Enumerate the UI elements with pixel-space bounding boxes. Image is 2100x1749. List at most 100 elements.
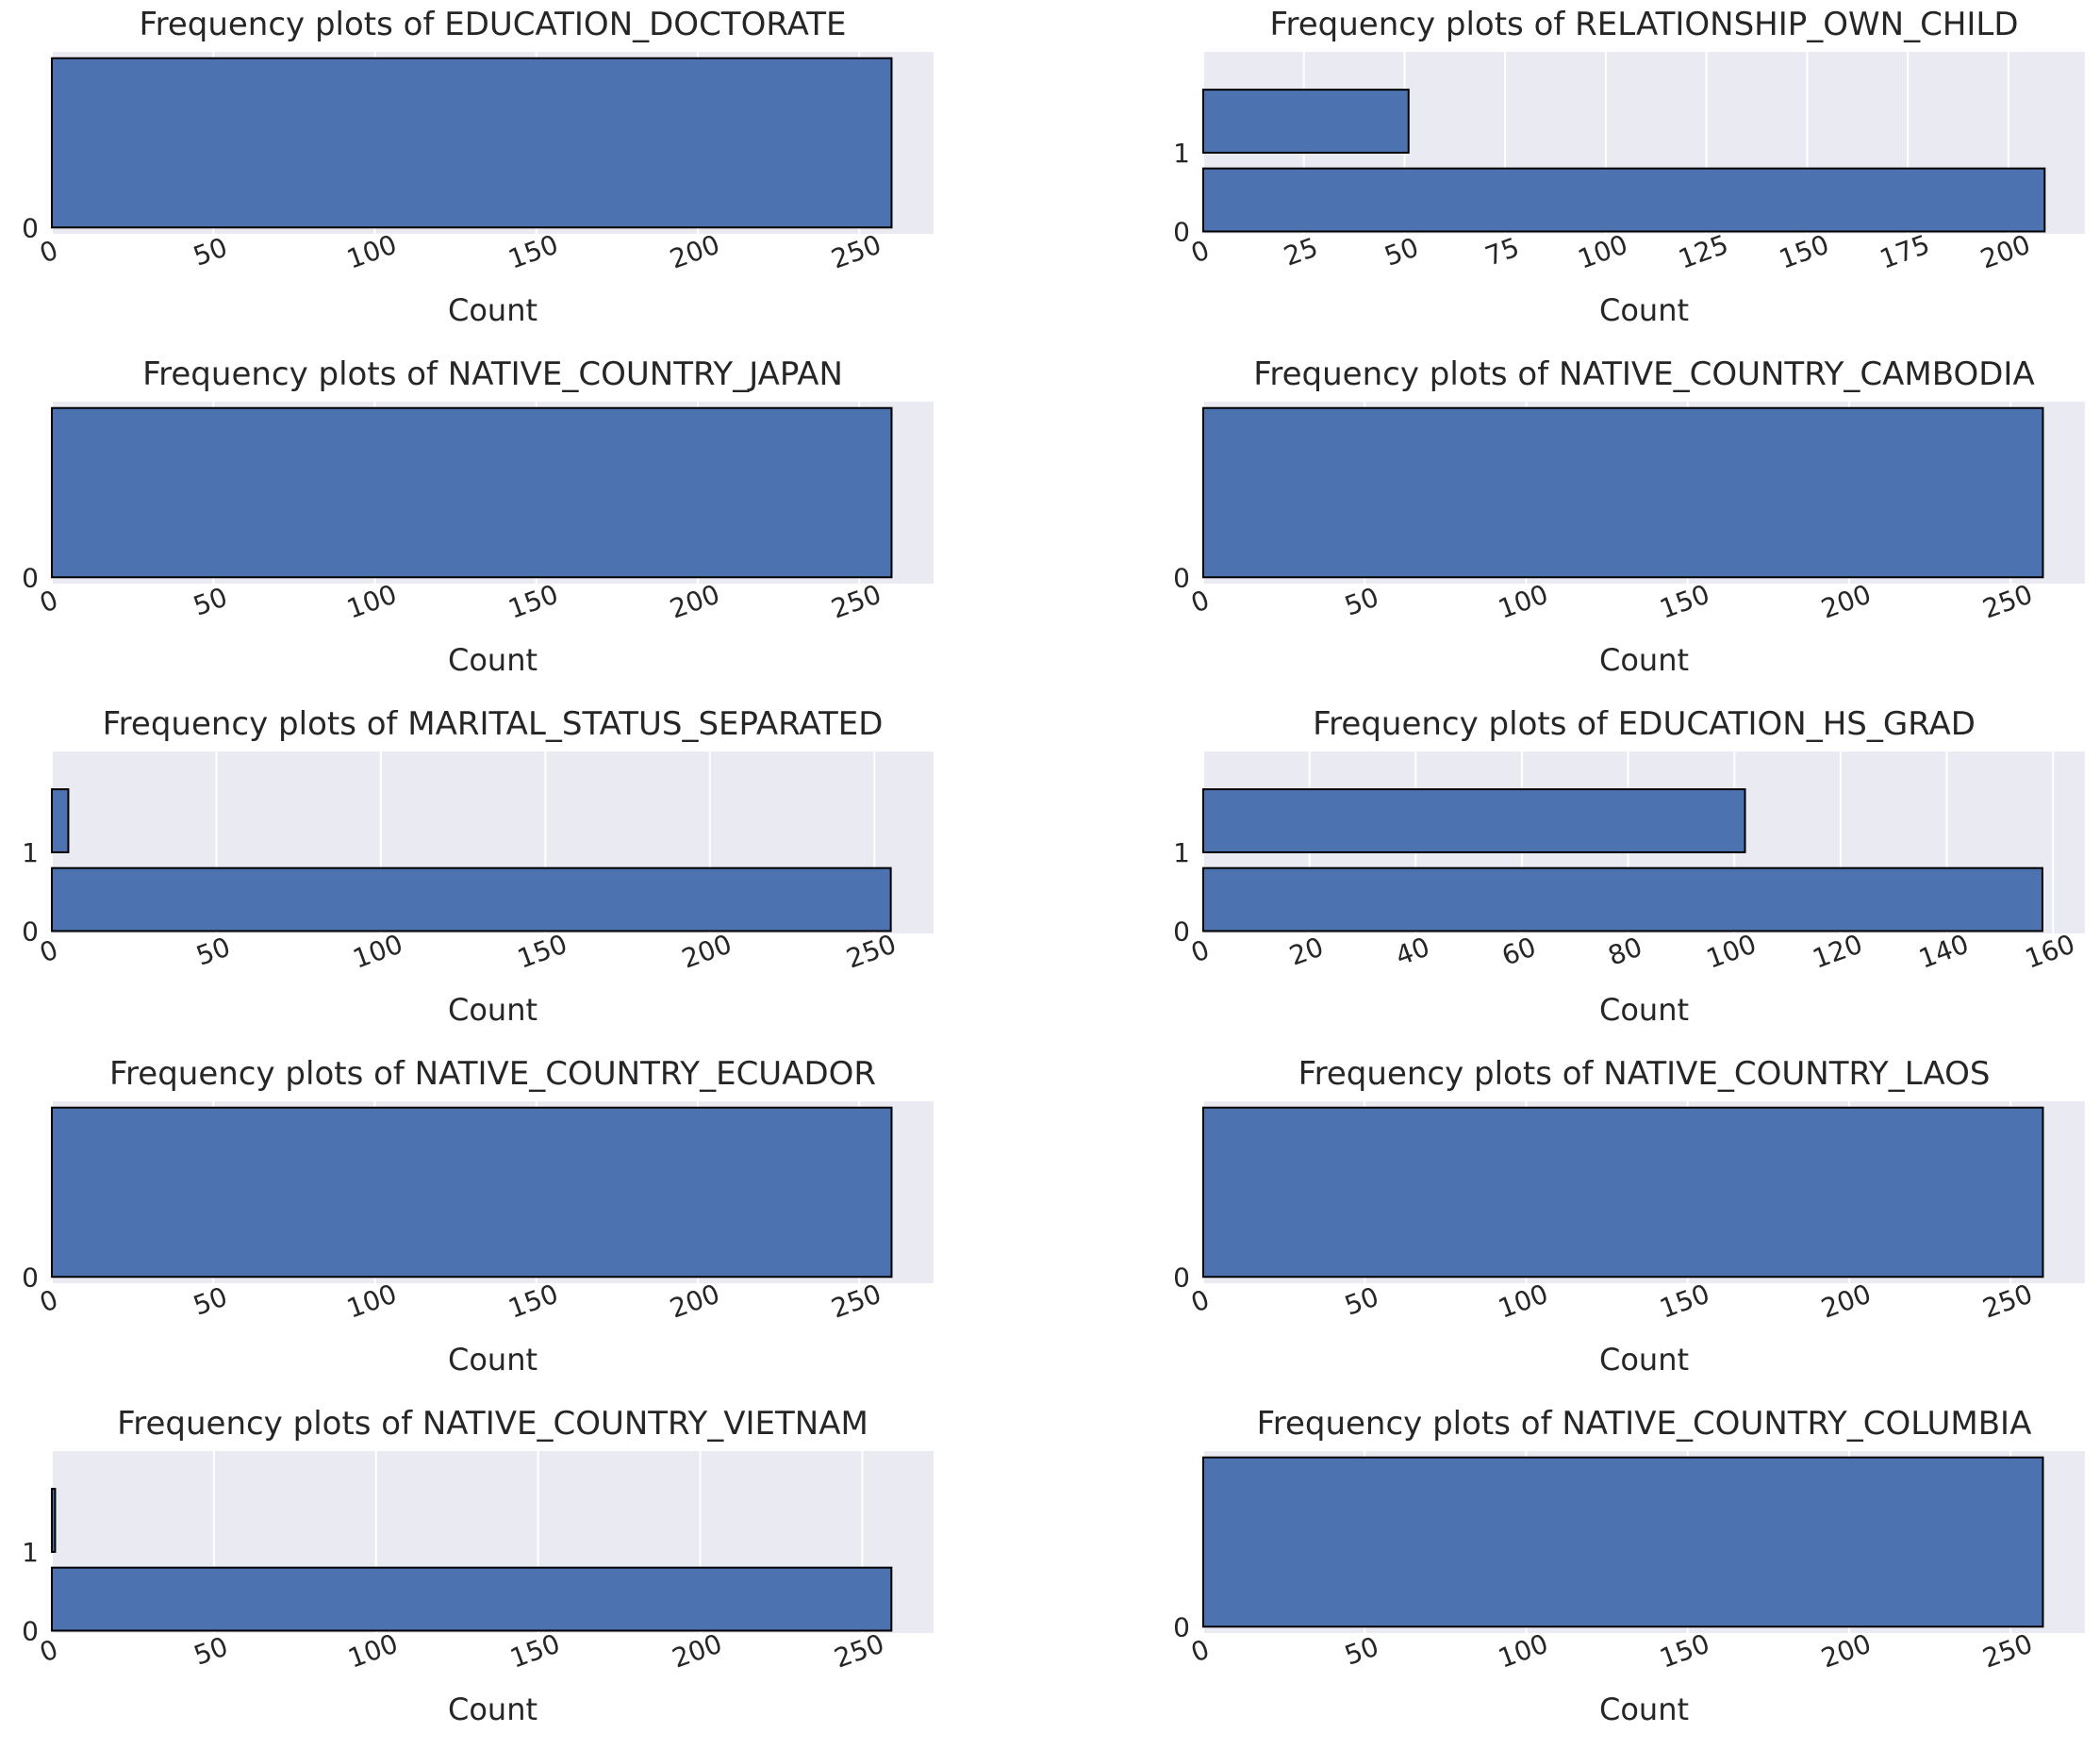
x-tick-label: 200: [1817, 1627, 1876, 1674]
x-tick-label: 0: [1187, 1284, 1214, 1319]
x-tick-label: 200: [666, 228, 724, 274]
y-tick-label: 0: [1173, 1262, 1190, 1293]
y-tick-label: 0: [22, 916, 39, 947]
x-tick-label: 100: [344, 1627, 403, 1674]
x-axis-label: Count: [1599, 992, 1689, 1028]
chart-title: Frequency plots of NATIVE_COUNTRY_CAMBOD…: [1253, 355, 2034, 393]
x-tick-label: 50: [190, 1280, 232, 1321]
x-tick-label: 100: [1494, 1627, 1552, 1674]
x-tick-label: 50: [190, 1630, 232, 1671]
x-axis-label: Count: [1599, 1342, 1689, 1378]
y-tick-label: 1: [1173, 837, 1190, 868]
x-tick-label: 50: [192, 931, 235, 971]
x-tick-label: 150: [1775, 228, 1833, 274]
y-tick-label: 0: [22, 1615, 39, 1646]
bar-0: [1202, 1456, 2044, 1628]
bar-0: [51, 866, 892, 932]
bar-0: [51, 1106, 893, 1279]
x-axis-label: Count: [448, 992, 537, 1028]
x-tick-label: 50: [1381, 231, 1423, 272]
x-tick-label: 0: [36, 235, 62, 270]
y-tick-label: 0: [1173, 216, 1190, 247]
y-tick-label: 1: [22, 837, 39, 868]
chart-title: Frequency plots of NATIVE_COUNTRY_LAOS: [1298, 1055, 1991, 1093]
x-tick-label: 150: [1656, 1278, 1714, 1324]
x-tick-label: 25: [1280, 231, 1322, 272]
x-tick-label: 0: [36, 1634, 62, 1669]
bar-0: [1202, 866, 2043, 932]
bar-0: [51, 57, 893, 229]
y-tick-label: 0: [22, 1262, 39, 1293]
x-tick-label: 250: [842, 928, 901, 974]
x-tick-label: 200: [666, 1278, 724, 1324]
x-tick-label: 250: [1978, 1627, 2037, 1674]
x-tick-label: 100: [1702, 928, 1761, 974]
x-tick-label: 250: [827, 228, 885, 274]
chart-panel: 00 50 100 150 200 250 Frequency plots of NATIV…: [1173, 1405, 2085, 1727]
x-tick-label: 0: [1187, 235, 1214, 270]
x-tick-label: 50: [1341, 1280, 1383, 1321]
x-tick-label: 0: [1187, 585, 1214, 619]
chart-title: Frequency plots of NATIVE_COUNTRY_COLUMB…: [1257, 1405, 2032, 1443]
x-tick-label: 160: [2021, 928, 2079, 974]
chart-panel: 00 50 100 150 200 250 Frequency plots of NATIV…: [22, 355, 934, 678]
bar-0: [51, 406, 893, 579]
x-tick-label: 250: [830, 1627, 888, 1674]
x-tick-label: 50: [1341, 581, 1383, 621]
bar-0: [1202, 1106, 2044, 1279]
chart-panel: 00 50 100 150 200 250 Frequency plots of NATIV…: [1173, 1055, 2085, 1378]
y-tick-label: 1: [22, 1537, 39, 1568]
x-tick-label: 0: [36, 934, 62, 969]
x-tick-label: 100: [1494, 1278, 1552, 1324]
chart-panel: 0 1 0 25 50 75 100 125 150 175 200 Frequency plots …: [1173, 6, 2085, 328]
x-tick-label: 150: [506, 1627, 565, 1674]
x-tick-label: 200: [1817, 1278, 1876, 1324]
x-axis-label: Count: [448, 642, 537, 678]
x-tick-label: 200: [1976, 228, 2035, 274]
x-axis-label: Count: [1599, 1691, 1689, 1727]
x-tick-label: 200: [668, 1627, 726, 1674]
x-tick-label: 50: [190, 231, 232, 272]
chart-title: Frequency plots of MARITAL_STATUS_SEPARA…: [103, 705, 884, 743]
x-axis-label: Count: [448, 1691, 537, 1727]
x-tick-label: 40: [1392, 931, 1434, 971]
x-tick-label: 100: [349, 928, 407, 974]
chart-title: Frequency plots of NATIVE_COUNTRY_VIETNA…: [117, 1405, 868, 1443]
chart-title: Frequency plots of NATIVE_COUNTRY_JAPAN: [142, 355, 843, 393]
bar-1: [1202, 788, 1746, 853]
y-tick-label: 0: [1173, 1611, 1190, 1642]
bar-0: [1202, 167, 2046, 233]
chart-panel: 0 1 0 50 100 150 200 250 Frequency plots of NATI…: [22, 1405, 934, 1727]
x-tick-label: 50: [190, 581, 232, 621]
x-tick-label: 200: [666, 578, 724, 624]
x-tick-label: 100: [342, 578, 401, 624]
bar-1: [1202, 89, 1410, 154]
x-tick-label: 250: [1978, 578, 2037, 624]
x-tick-label: 20: [1285, 931, 1328, 971]
x-tick-label: 150: [513, 928, 571, 974]
x-tick-label: 75: [1481, 231, 1524, 272]
x-tick-label: 80: [1604, 931, 1646, 971]
x-tick-label: 100: [1494, 578, 1552, 624]
chart-title: Frequency plots of EDUCATION_HS_GRAD: [1313, 705, 1976, 743]
bar-1: [51, 1488, 57, 1553]
chart-title: Frequency plots of EDUCATION_DOCTORATE: [140, 6, 847, 43]
x-tick-label: 100: [342, 1278, 401, 1324]
x-tick-label: 0: [36, 1284, 62, 1319]
x-tick-label: 0: [36, 585, 62, 619]
x-tick-label: 120: [1809, 928, 1867, 974]
x-tick-label: 200: [1817, 578, 1876, 624]
y-tick-label: 0: [1173, 916, 1190, 947]
y-tick-label: 0: [1173, 562, 1190, 593]
x-tick-label: 100: [1574, 228, 1632, 274]
x-tick-label: 200: [678, 928, 736, 974]
x-tick-label: 250: [827, 578, 885, 624]
x-tick-label: 250: [1978, 1278, 2037, 1324]
chart-title: Frequency plots of RELATIONSHIP_OWN_CHIL…: [1269, 6, 2018, 43]
x-axis-label: Count: [1599, 292, 1689, 328]
x-tick-label: 150: [504, 1278, 563, 1324]
x-tick-label: 0: [1187, 934, 1214, 969]
x-tick-label: 250: [827, 1278, 885, 1324]
y-tick-label: 0: [22, 562, 39, 593]
